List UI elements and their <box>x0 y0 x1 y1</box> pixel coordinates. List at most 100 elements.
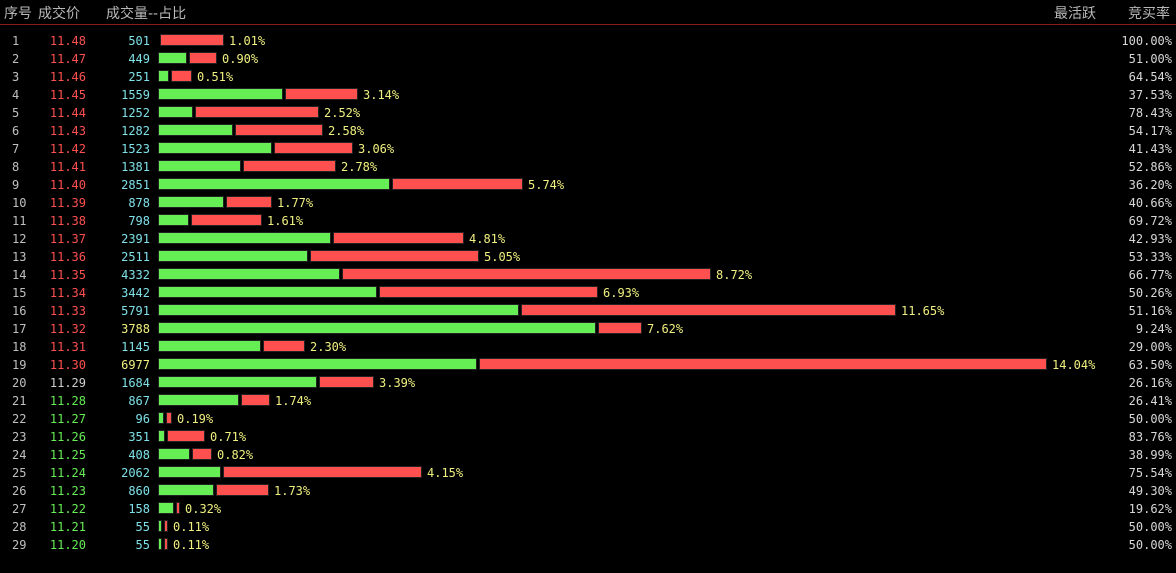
active-sell-bar <box>342 268 711 280</box>
volume-share-label: 1.73% <box>274 484 311 498</box>
row-price: 11.37 <box>49 232 86 246</box>
table-row[interactable]: 25 11.24 2062 4.15% 75.54% <box>0 464 1176 482</box>
row-bid-rate: 53.33% <box>1128 250 1172 264</box>
volume-share-label: 5.05% <box>484 250 521 264</box>
active-sell-bar <box>285 88 358 100</box>
row-seq: 17 <box>12 322 27 336</box>
table-row[interactable]: 18 11.31 1145 2.30% 29.00% <box>0 338 1176 356</box>
row-seq: 18 <box>12 340 27 354</box>
table-row[interactable]: 2 11.47 449 0.90% 51.00% <box>0 50 1176 68</box>
table-row[interactable]: 16 11.33 5791 11.65% 51.16% <box>0 302 1176 320</box>
active-buy-bar <box>158 106 193 118</box>
volume-share-label: 3.14% <box>363 88 400 102</box>
row-volume: 449 <box>128 52 150 66</box>
row-price: 11.33 <box>49 304 86 318</box>
active-sell-bar <box>192 448 212 460</box>
table-row[interactable]: 3 11.46 251 0.51% 64.54% <box>0 68 1176 86</box>
table-row[interactable]: 4 11.45 1559 3.14% 37.53% <box>0 86 1176 104</box>
table-row[interactable]: 26 11.23 860 1.73% 49.30% <box>0 482 1176 500</box>
row-price: 11.39 <box>49 196 86 210</box>
table-row[interactable]: 22 11.27 96 0.19% 50.00% <box>0 410 1176 428</box>
active-buy-bar <box>158 196 224 208</box>
table-row[interactable]: 14 11.35 4332 8.72% 66.77% <box>0 266 1176 284</box>
row-bid-rate: 36.20% <box>1128 178 1172 192</box>
table-row[interactable]: 21 11.28 867 1.74% 26.41% <box>0 392 1176 410</box>
table-row[interactable]: 15 11.34 3442 6.93% 50.26% <box>0 284 1176 302</box>
table-row[interactable]: 24 11.25 408 0.82% 38.99% <box>0 446 1176 464</box>
table-row[interactable]: 20 11.29 1684 3.39% 26.16% <box>0 374 1176 392</box>
table-row[interactable]: 13 11.36 2511 5.05% 53.33% <box>0 248 1176 266</box>
row-seq: 4 <box>12 88 20 102</box>
volume-share-label: 4.15% <box>427 466 464 480</box>
active-sell-bar <box>164 538 168 550</box>
active-sell-bar <box>379 286 598 298</box>
table-row[interactable]: 27 11.22 158 0.32% 19.62% <box>0 500 1176 518</box>
active-buy-bar <box>158 214 189 226</box>
row-bid-rate: 49.30% <box>1128 484 1172 498</box>
table-row[interactable]: 6 11.43 1282 2.58% 54.17% <box>0 122 1176 140</box>
table-row[interactable]: 9 11.40 2851 5.74% 36.20% <box>0 176 1176 194</box>
active-sell-bar <box>223 466 422 478</box>
active-sell-bar <box>195 106 319 118</box>
row-volume: 2511 <box>121 250 150 264</box>
row-price: 11.46 <box>49 70 86 84</box>
active-sell-bar <box>176 502 180 514</box>
row-price: 11.23 <box>49 484 86 498</box>
row-bid-rate: 51.00% <box>1128 52 1172 66</box>
row-seq: 22 <box>12 412 27 426</box>
table-row[interactable]: 5 11.44 1252 2.52% 78.43% <box>0 104 1176 122</box>
header-most-active[interactable]: 最活跃 <box>1054 6 1096 22</box>
header-bid-rate[interactable]: 竞买率 <box>1128 6 1170 22</box>
volume-share-label: 0.19% <box>177 412 214 426</box>
row-volume: 158 <box>128 502 150 516</box>
row-bid-rate: 83.76% <box>1128 430 1172 444</box>
table-row[interactable]: 12 11.37 2391 4.81% 42.93% <box>0 230 1176 248</box>
table-row[interactable]: 7 11.42 1523 3.06% 41.43% <box>0 140 1176 158</box>
header-volume-share[interactable]: 成交量--占比 <box>106 6 187 22</box>
row-volume: 1381 <box>121 160 150 174</box>
volume-share-label: 1.01% <box>229 34 266 48</box>
row-seq: 5 <box>12 106 20 120</box>
row-price: 11.31 <box>49 340 86 354</box>
volume-share-label: 5.74% <box>528 178 565 192</box>
table-row[interactable]: 28 11.21 55 0.11% 50.00% <box>0 518 1176 536</box>
active-sell-bar <box>226 196 272 208</box>
price-volume-table: 1 11.48 501 1.01% 100.00% 2 11.47 449 0.90% 51.00… <box>0 32 1176 554</box>
row-seq: 16 <box>12 304 27 318</box>
active-sell-bar <box>235 124 323 136</box>
volume-share-label: 0.51% <box>197 70 234 84</box>
row-price: 11.24 <box>49 466 86 480</box>
row-bid-rate: 69.72% <box>1128 214 1172 228</box>
active-sell-bar <box>392 178 523 190</box>
row-volume: 878 <box>128 196 150 210</box>
table-row[interactable]: 19 11.30 6977 14.04% 63.50% <box>0 356 1176 374</box>
row-volume: 1684 <box>121 376 150 390</box>
row-volume: 408 <box>128 448 150 462</box>
row-price: 11.42 <box>49 142 86 156</box>
table-row[interactable]: 1 11.48 501 1.01% 100.00% <box>0 32 1176 50</box>
row-bid-rate: 50.26% <box>1128 286 1172 300</box>
volume-share-label: 2.58% <box>328 124 365 138</box>
row-price: 11.29 <box>49 376 86 390</box>
row-volume: 1523 <box>121 142 150 156</box>
row-seq: 19 <box>12 358 27 372</box>
row-bid-rate: 52.86% <box>1128 160 1172 174</box>
volume-share-label: 2.30% <box>310 340 347 354</box>
volume-share-label: 0.90% <box>222 52 259 66</box>
table-row[interactable]: 11 11.38 798 1.61% 69.72% <box>0 212 1176 230</box>
row-volume: 3788 <box>121 322 150 336</box>
row-bid-rate: 51.16% <box>1128 304 1172 318</box>
active-buy-bar <box>158 70 169 82</box>
row-price: 11.43 <box>49 124 86 138</box>
table-row[interactable]: 23 11.26 351 0.71% 83.76% <box>0 428 1176 446</box>
table-row[interactable]: 8 11.41 1381 2.78% 52.86% <box>0 158 1176 176</box>
header-seq[interactable]: 序号 <box>4 6 32 22</box>
active-buy-bar <box>158 160 241 172</box>
row-volume: 1559 <box>121 88 150 102</box>
table-row[interactable]: 17 11.32 3788 7.62% 9.24% <box>0 320 1176 338</box>
row-price: 11.30 <box>49 358 86 372</box>
table-row[interactable]: 10 11.39 878 1.77% 40.66% <box>0 194 1176 212</box>
header-price[interactable]: 成交价 <box>38 6 80 22</box>
row-bid-rate: 50.00% <box>1128 520 1172 534</box>
table-row[interactable]: 29 11.20 55 0.11% 50.00% <box>0 536 1176 554</box>
